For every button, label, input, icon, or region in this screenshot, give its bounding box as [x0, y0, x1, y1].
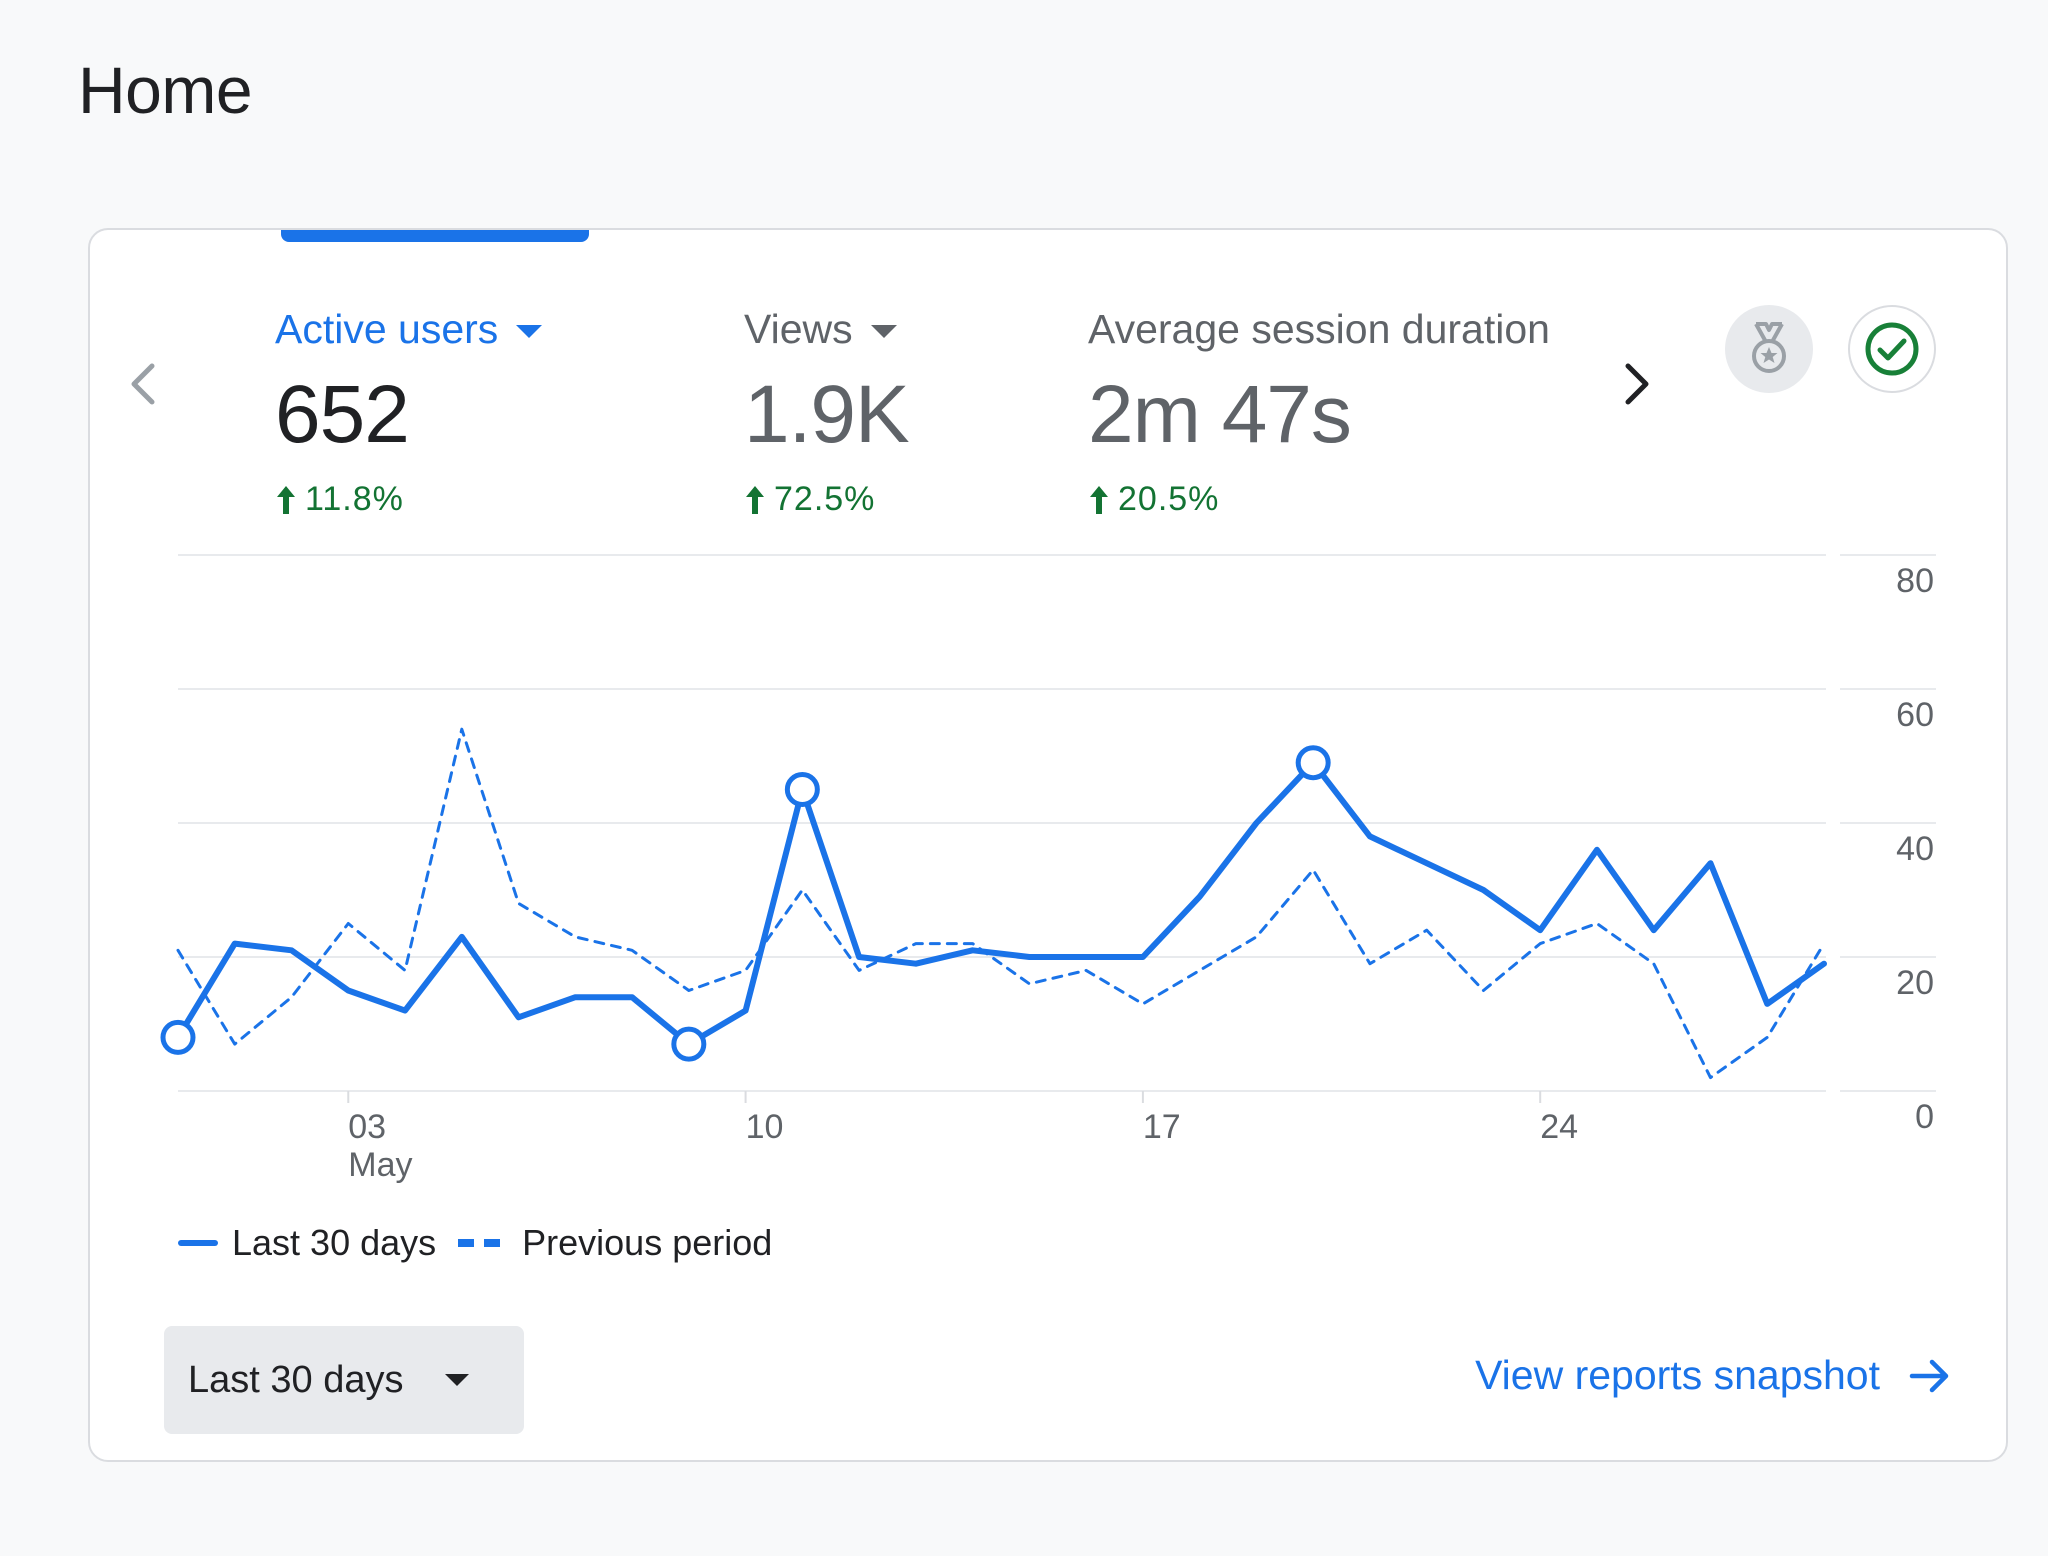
check-circle-icon [1865, 322, 1919, 376]
metric-label: Average session duration [1088, 305, 1550, 352]
data-point-marker [160, 1019, 196, 1055]
metric-change: 11.8% [275, 480, 542, 519]
active-tab-indicator [281, 230, 589, 242]
legend-label: Previous period [522, 1222, 773, 1263]
legend-solid-swatch [178, 1240, 218, 1246]
metric-value: 1.9K [744, 369, 910, 460]
page-title: Home [78, 53, 253, 127]
chevron-left-icon [131, 363, 155, 405]
caret-down-icon [870, 324, 897, 338]
x-tick-sublabel: May [348, 1146, 412, 1184]
y-tick-label: 40 [1896, 830, 1934, 868]
date-range-select[interactable]: Last 30 days [164, 1326, 524, 1434]
arrow-up-icon [277, 485, 295, 514]
metric-change-value: 11.8% [305, 480, 404, 518]
caret-down-icon [445, 1374, 470, 1386]
legend-item-previous-period: Previous period [458, 1222, 772, 1264]
insights-button[interactable] [1725, 305, 1813, 393]
status-button[interactable] [1848, 305, 1936, 393]
metric-average-session-duration[interactable]: Average session duration 2m 47s 20.5% [1088, 300, 1582, 519]
metric-change-value: 20.5% [1118, 480, 1220, 518]
x-tick-label: 17 [1143, 1108, 1181, 1146]
previous-metrics-button[interactable] [114, 354, 174, 414]
y-tick-label: 60 [1896, 696, 1934, 734]
metric-change-value: 72.5% [774, 480, 876, 518]
arrow-right-icon [1909, 1359, 1949, 1392]
x-tick-label: 10 [746, 1108, 784, 1146]
metric-change: 72.5% [744, 480, 909, 519]
metric-label: Views [744, 305, 853, 352]
legend-item-last-30-days: Last 30 days [178, 1222, 436, 1264]
metric-value: 652 [275, 369, 410, 460]
x-tick-label: 24 [1540, 1108, 1578, 1146]
metric-active-users[interactable]: Active users 652 11.8% [275, 300, 543, 519]
series-line-last-30-days [175, 759, 1827, 1048]
next-metrics-button[interactable] [1606, 354, 1666, 414]
series-line-previous-period [176, 727, 1826, 1080]
legend-label: Last 30 days [232, 1222, 437, 1263]
view-link-label: View reports snapshot [1475, 1352, 1880, 1398]
data-point-marker [1295, 745, 1331, 781]
metric-selector[interactable]: Active users [275, 300, 543, 358]
data-point-marker [671, 1026, 707, 1062]
date-range-value: Last 30 days [188, 1358, 404, 1401]
chevron-right-icon [1625, 363, 1649, 405]
metric-views[interactable]: Views 1.9K 72.5% [744, 300, 910, 519]
y-tick-label: 0 [1915, 1098, 1934, 1136]
legend-dashed-swatch [458, 1239, 501, 1247]
y-tick-label: 20 [1896, 964, 1934, 1002]
metric-selector[interactable]: Views [744, 300, 909, 358]
y-tick-label: 80 [1896, 562, 1934, 600]
arrow-up-icon [1090, 485, 1108, 514]
data-point-marker [784, 772, 820, 807]
metric-change: 20.5% [1088, 480, 1582, 519]
medal-icon [1752, 322, 1786, 373]
chart-legend: Last 30 days Previous period [178, 1222, 794, 1264]
arrow-up-icon [746, 485, 764, 514]
metric-value: 2m 47s [1088, 369, 1352, 460]
x-tick-label: 03 [348, 1108, 386, 1146]
metric-label: Active users [275, 305, 499, 352]
caret-down-icon [516, 324, 543, 338]
overview-card [88, 228, 2008, 1462]
view-reports-snapshot-link[interactable]: View reports snapshot [1475, 1352, 1952, 1399]
metric-selector[interactable]: Average session duration [1088, 300, 1582, 358]
